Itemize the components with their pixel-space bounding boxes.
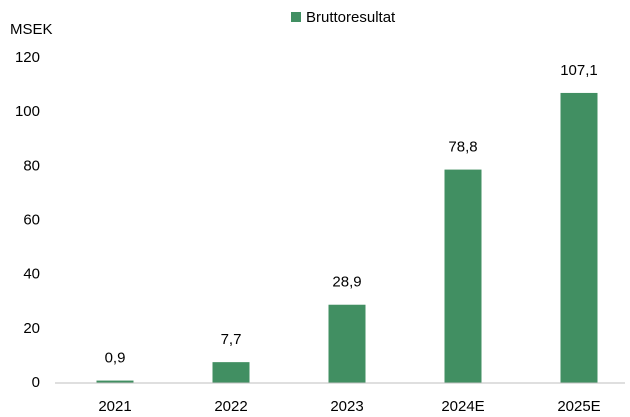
x-tick-label: 2021 xyxy=(98,398,131,415)
bar xyxy=(444,169,482,383)
bar xyxy=(96,380,134,383)
value-label: 28,9 xyxy=(332,274,361,291)
x-tick-label: 2023 xyxy=(330,398,363,415)
y-tick-label: 60 xyxy=(23,211,40,228)
bar xyxy=(212,362,250,383)
x-tick-label: 2025E xyxy=(557,398,600,415)
y-tick-label: 100 xyxy=(15,103,40,120)
value-label: 7,7 xyxy=(221,331,242,348)
y-tick-label: 0 xyxy=(32,374,40,391)
legend-label: Bruttoresultat xyxy=(306,9,396,26)
value-label: 78,8 xyxy=(448,139,477,156)
legend-swatch xyxy=(291,12,301,22)
y-axis-title: MSEK xyxy=(10,21,53,38)
y-tick-label: 40 xyxy=(23,266,40,283)
bar xyxy=(328,304,366,383)
value-label: 107,1 xyxy=(560,62,598,79)
x-tick-label: 2022 xyxy=(214,398,247,415)
x-tick-label: 2024E xyxy=(441,398,484,415)
y-tick-label: 20 xyxy=(23,320,40,337)
bar xyxy=(560,92,598,383)
y-tick-label: 120 xyxy=(15,49,40,66)
y-tick-label: 80 xyxy=(23,157,40,174)
value-label: 0,9 xyxy=(105,350,126,367)
